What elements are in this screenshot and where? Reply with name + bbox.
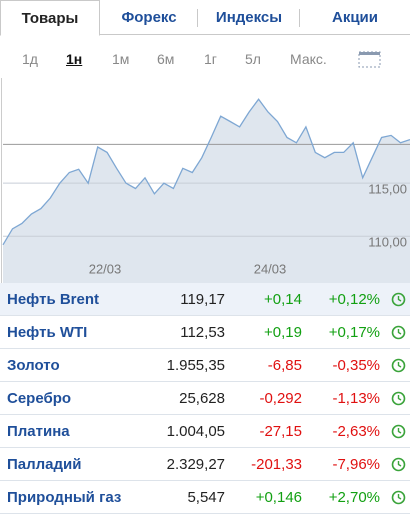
change-percent: +2,70% — [328, 489, 380, 506]
clock-face — [391, 424, 406, 439]
clock-face — [391, 490, 406, 505]
clock-hands — [397, 362, 402, 368]
period-option[interactable]: 1м — [112, 51, 130, 67]
period-option[interactable]: 6м — [157, 51, 175, 67]
clock-icon — [391, 490, 406, 505]
quote-row[interactable]: Золото 1.955,35 -6,85 -0,35% — [0, 349, 410, 382]
change: +0,146 — [255, 489, 302, 506]
change-percent: -0,35% — [332, 357, 380, 374]
clock-icon — [391, 457, 406, 472]
price-line — [2, 98, 410, 246]
instrument-name[interactable]: Платина — [7, 423, 70, 440]
quote-row[interactable]: Природный газ 5,547 +0,146 +2,70% — [0, 481, 410, 514]
quote-row[interactable]: Нефть Brent 119,17 +0,14 +0,12% — [0, 283, 410, 316]
icon-frame — [358, 51, 381, 68]
quote-table: Нефть Brent 119,17 +0,14 +0,12% Нефть WTI 112… — [0, 283, 410, 514]
clock-icon — [391, 292, 406, 307]
clock-face — [391, 457, 406, 472]
period-option[interactable]: 1д — [22, 51, 38, 67]
clock-hands — [397, 428, 402, 434]
expand-icon[interactable] — [358, 50, 382, 70]
price: 1.955,35 — [166, 357, 225, 374]
area — [3, 99, 410, 283]
change-percent: -2,63% — [332, 423, 380, 440]
price: 5,547 — [187, 489, 225, 506]
period-option[interactable]: Макс. — [290, 51, 327, 67]
clock-icon — [391, 325, 406, 340]
tab-bar: Товары Форекс Индексы Акции — [0, 0, 410, 36]
instrument-name[interactable]: Золото — [7, 357, 60, 374]
clock-hands — [397, 494, 402, 500]
price: 2.329,27 — [166, 456, 225, 473]
x-tick-label: 24/03 — [254, 261, 287, 276]
price: 119,17 — [180, 291, 225, 308]
clock-hands — [397, 395, 402, 401]
period-option[interactable]: 5л — [245, 51, 261, 67]
quote-row[interactable]: Серебро 25,628 -0,292 -1,13% — [0, 382, 410, 415]
tab[interactable]: Индексы — [198, 0, 300, 35]
change-percent: -7,96% — [332, 456, 380, 473]
clock-hands — [397, 296, 402, 302]
quote-row[interactable]: Палладий 2.329,27 -201,33 -7,96% — [0, 448, 410, 481]
price: 25,628 — [179, 390, 225, 407]
y-tick-label: 110,00 — [368, 235, 407, 250]
change: -27,15 — [259, 423, 302, 440]
clock-icon — [391, 424, 406, 439]
x-tick-label: 22/03 — [89, 261, 122, 276]
instrument-name[interactable]: Палладий — [7, 456, 82, 473]
clock-icon — [391, 391, 406, 406]
period-option[interactable]: 1н — [66, 51, 83, 67]
instrument-name[interactable]: Природный газ — [7, 489, 122, 506]
price: 112,53 — [180, 324, 225, 341]
clock-hands — [397, 461, 402, 467]
period-option[interactable]: 1г — [204, 51, 217, 67]
tab[interactable]: Форекс — [100, 0, 198, 35]
icon-bar — [359, 52, 380, 55]
period-bar: 1д 1н 1м 6м 1г 5л Макс. — [0, 45, 410, 75]
chart: 115,00 110,00 22/03 24/03 — [1, 78, 410, 283]
clock-face — [391, 358, 406, 373]
price: 1.004,05 — [166, 423, 225, 440]
clock-face — [391, 391, 406, 406]
clock-face — [391, 325, 406, 340]
clock-face — [391, 292, 406, 307]
tab[interactable]: Товары — [0, 0, 100, 36]
instrument-name[interactable]: Нефть Brent — [7, 291, 100, 308]
change-percent: +0,17% — [328, 324, 380, 341]
quote-row[interactable]: Нефть WTI 112,53 +0,19 +0,17% — [0, 316, 410, 349]
change: +0,14 — [264, 291, 302, 308]
change: -6,85 — [267, 357, 302, 374]
tab[interactable]: Акции — [331, 9, 378, 26]
y-tick-label: 115,00 — [368, 182, 407, 197]
instrument-name[interactable]: Нефть WTI — [7, 324, 88, 341]
clock-icon — [391, 358, 406, 373]
change: -0,292 — [259, 390, 302, 407]
change-percent: -1,13% — [332, 390, 380, 407]
change-percent: +0,12% — [328, 291, 380, 308]
change: -201,33 — [251, 456, 302, 473]
instrument-name[interactable]: Серебро — [7, 390, 72, 407]
change: +0,19 — [264, 324, 302, 341]
quote-row[interactable]: Платина 1.004,05 -27,15 -2,63% — [0, 415, 410, 448]
clock-hands — [397, 329, 402, 335]
